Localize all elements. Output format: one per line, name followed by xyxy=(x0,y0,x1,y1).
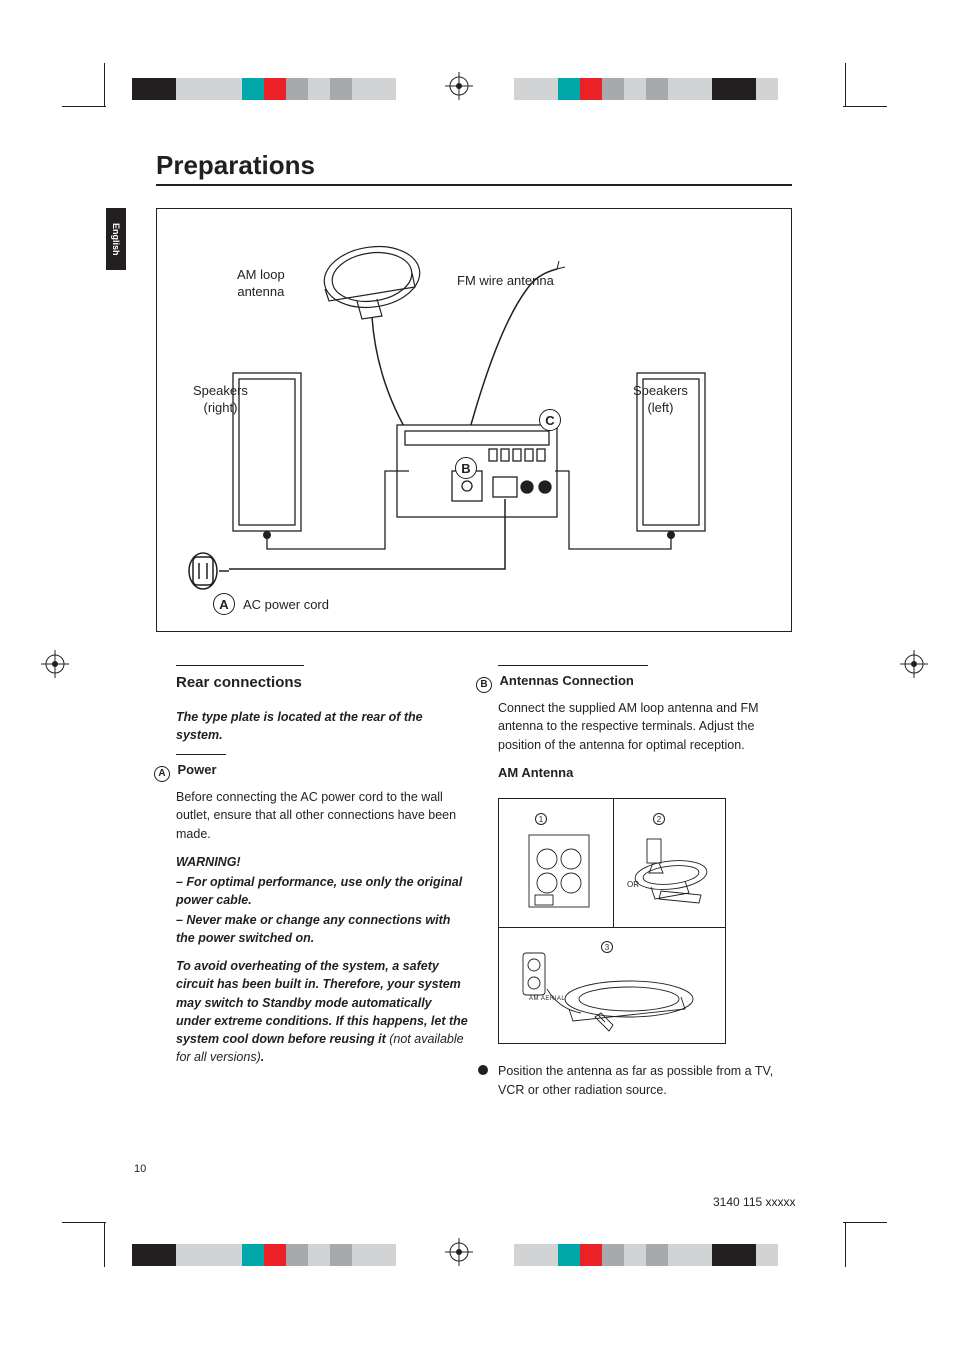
section-heading: Rear connections xyxy=(176,672,468,694)
crop-mark xyxy=(845,1223,846,1267)
callout-a-inline: A xyxy=(154,766,170,782)
am-heading: AM Antenna xyxy=(498,764,790,783)
type-plate-note: The type plate is located at the rear of… xyxy=(176,708,468,744)
crop-mark xyxy=(845,63,846,107)
bullet-text: Position the antenna as far as possible … xyxy=(498,1062,790,1098)
label-speakers-right: Speakers (right) xyxy=(193,383,248,417)
am-antenna-figure: 1 2 3 OR AM AERIAL xyxy=(498,798,726,1044)
section-rule xyxy=(176,754,226,755)
power-heading: Power xyxy=(177,762,216,777)
crop-mark xyxy=(104,63,105,107)
callout-c: C xyxy=(539,409,561,431)
crop-mark xyxy=(843,106,887,107)
bullet-item: Position the antenna as far as possible … xyxy=(478,1062,790,1098)
am-figure-svg xyxy=(499,799,727,1045)
registration-cross-icon xyxy=(445,1238,473,1266)
language-tab: English xyxy=(106,208,126,270)
crop-mark xyxy=(62,1222,106,1223)
right-column: B Antennas Connection Connect the suppli… xyxy=(498,665,790,1099)
title-rule xyxy=(156,184,792,186)
warning-heading: WARNING! xyxy=(176,853,468,871)
label-ac-cord: AC power cord xyxy=(243,597,329,614)
warning-1: – For optimal performance, use only the … xyxy=(176,873,468,909)
document-id: 3140 115 xxxxx xyxy=(713,1195,796,1209)
registration-cross-icon xyxy=(445,72,473,100)
registration-cross-icon xyxy=(41,650,69,678)
warning-2: – Never make or change any connections w… xyxy=(176,911,468,947)
overheat-note: To avoid overheating of the system, a sa… xyxy=(176,957,468,1066)
power-body: Before connecting the AC power cord to t… xyxy=(176,788,468,842)
registration-bar-top-right xyxy=(514,78,778,100)
registration-cross-icon xyxy=(900,650,928,678)
callout-a: A xyxy=(213,593,235,615)
antennas-heading: Antennas Connection xyxy=(499,673,633,688)
section-rule xyxy=(498,665,648,666)
wiring-diagram: AM loop antenna FM wire antenna Speakers… xyxy=(156,208,792,632)
page-title: Preparations xyxy=(156,150,315,181)
registration-bar-top-left xyxy=(132,78,396,100)
label-am-loop: AM loop antenna xyxy=(237,267,285,301)
crop-mark xyxy=(104,1223,105,1267)
crop-mark xyxy=(62,106,106,107)
registration-bar-bot-right xyxy=(514,1244,778,1266)
bullet-icon xyxy=(478,1065,488,1075)
callout-b: B xyxy=(455,457,477,479)
antennas-body: Connect the supplied AM loop antenna and… xyxy=(498,699,790,753)
overheat-end: . xyxy=(261,1050,264,1064)
crop-mark xyxy=(843,1222,887,1223)
section-rule xyxy=(176,665,304,666)
left-column: Rear connections The type plate is locat… xyxy=(176,665,468,1076)
label-fm-wire: FM wire antenna xyxy=(457,273,554,290)
registration-bar-bot-left xyxy=(132,1244,396,1266)
page-number: 10 xyxy=(134,1163,146,1175)
callout-b-inline: B xyxy=(476,677,492,693)
label-speakers-left: Speakers (left) xyxy=(633,383,688,417)
